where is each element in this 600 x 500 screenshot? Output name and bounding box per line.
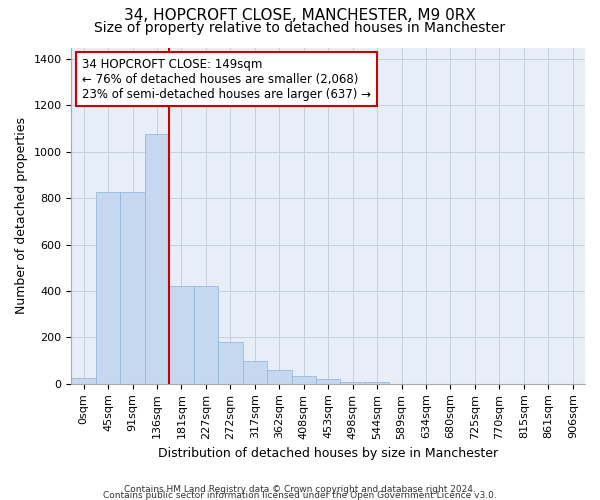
Bar	[169, 286, 194, 384]
Bar	[218, 342, 242, 384]
Bar	[292, 376, 316, 384]
Text: 34 HOPCROFT CLOSE: 149sqm
← 76% of detached houses are smaller (2,068)
23% of se: 34 HOPCROFT CLOSE: 149sqm ← 76% of detac…	[82, 58, 371, 100]
Text: Contains public sector information licensed under the Open Government Licence v3: Contains public sector information licen…	[103, 490, 497, 500]
Y-axis label: Number of detached properties: Number of detached properties	[15, 117, 28, 314]
Bar	[145, 134, 169, 384]
X-axis label: Distribution of detached houses by size in Manchester: Distribution of detached houses by size …	[158, 447, 498, 460]
Text: 34, HOPCROFT CLOSE, MANCHESTER, M9 0RX: 34, HOPCROFT CLOSE, MANCHESTER, M9 0RX	[124, 8, 476, 22]
Bar	[194, 286, 218, 384]
Bar	[365, 382, 389, 384]
Bar	[96, 192, 121, 384]
Bar	[316, 379, 340, 384]
Bar	[121, 192, 145, 384]
Bar	[340, 382, 365, 384]
Bar	[71, 378, 96, 384]
Text: Contains HM Land Registry data © Crown copyright and database right 2024.: Contains HM Land Registry data © Crown c…	[124, 484, 476, 494]
Text: Size of property relative to detached houses in Manchester: Size of property relative to detached ho…	[94, 21, 506, 35]
Bar	[267, 370, 292, 384]
Bar	[242, 360, 267, 384]
